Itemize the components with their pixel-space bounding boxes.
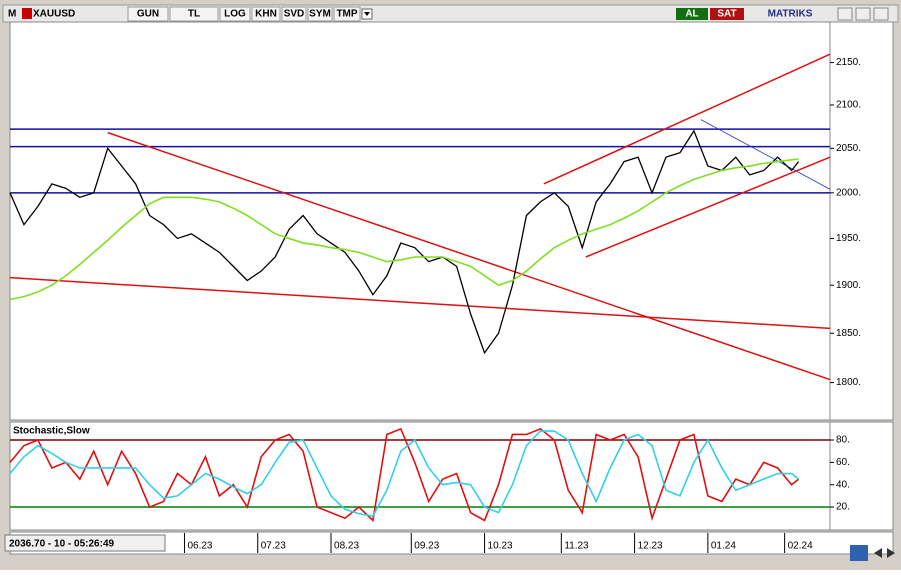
stoch-axis-panel	[829, 421, 894, 531]
toolbar-button-label: TL	[188, 9, 200, 20]
y-tick-label: 60.	[836, 457, 850, 468]
status-box	[4, 534, 166, 552]
toolbar-button[interactable]	[251, 6, 281, 22]
trend-line	[585, 156, 831, 258]
y-tick-label: 1850.	[836, 328, 861, 339]
x-tick-label: 12.23	[638, 541, 663, 552]
toolbar-button-label: SVD	[284, 9, 305, 20]
x-tick-label: 02.24	[788, 541, 813, 552]
y-tick-label: 1950.	[836, 233, 861, 244]
toolbar-button[interactable]	[169, 6, 219, 22]
sell-label: SAT	[717, 9, 736, 20]
y-tick-label: 1900.	[836, 280, 861, 291]
close[interactable]	[873, 7, 889, 21]
dropdown-arrow	[364, 12, 370, 16]
y-tick-label: 40.	[836, 479, 850, 490]
close-icon[interactable]	[22, 8, 32, 19]
y-tick-label: 2000.	[836, 187, 861, 198]
x-tick-label: 06.23	[187, 541, 212, 552]
buy-label: AL	[685, 9, 698, 20]
toolbar-button[interactable]	[127, 6, 169, 22]
series-line	[9, 158, 799, 301]
minimize[interactable]	[837, 7, 853, 21]
trend-line	[107, 131, 831, 381]
symbol[interactable]: XAUUSD	[33, 9, 75, 20]
brand: MATRIKS	[768, 9, 813, 20]
maximize[interactable]	[855, 7, 871, 21]
sync-icon[interactable]	[850, 545, 868, 561]
x-tick-label: 10.23	[488, 541, 513, 552]
trend-line	[700, 119, 831, 190]
toolbar-button-label: LOG	[224, 9, 246, 20]
indicator-title: Stochastic,Slow	[13, 426, 90, 437]
x-tick-label: 08.23	[334, 541, 359, 552]
y-tick-label: 80.	[836, 435, 850, 446]
x-tick-label: 09.23	[414, 541, 439, 552]
series-line	[9, 129, 800, 355]
y-tick-label: 2050.	[836, 143, 861, 154]
x-tick-label: 07.23	[261, 541, 286, 552]
scroll-arrows[interactable]	[874, 548, 895, 558]
y-tick-label: 2100.	[836, 100, 861, 111]
toolbar-button[interactable]	[281, 6, 307, 22]
price-axis-panel	[829, 21, 894, 421]
toolbar-button-label: SYM	[309, 9, 331, 20]
trend-line	[543, 53, 831, 185]
sell-button[interactable]	[710, 8, 744, 20]
toolbar-button[interactable]	[307, 6, 333, 22]
x-tick-label: 11.23	[564, 541, 589, 552]
status-text: 2036.70 - 10 - 05:26:49	[9, 539, 115, 550]
trend-line	[9, 276, 831, 330]
buy-button[interactable]	[676, 8, 708, 20]
x-tick-label: 01.24	[711, 541, 736, 552]
price-panel	[9, 21, 831, 421]
toolbar-button-label: TMP	[336, 9, 357, 20]
y-tick-label: 2150.	[836, 57, 861, 68]
toolbar-button[interactable]	[219, 6, 251, 22]
toolbar-button-label: KHN	[255, 9, 277, 20]
toolbar-button[interactable]	[333, 6, 361, 22]
series-line	[9, 430, 800, 517]
y-tick-label: 20.	[836, 502, 850, 513]
logo: M	[8, 9, 16, 20]
toolbar-button-label: GUN	[137, 9, 159, 20]
y-tick-label: 1800.	[836, 377, 861, 388]
